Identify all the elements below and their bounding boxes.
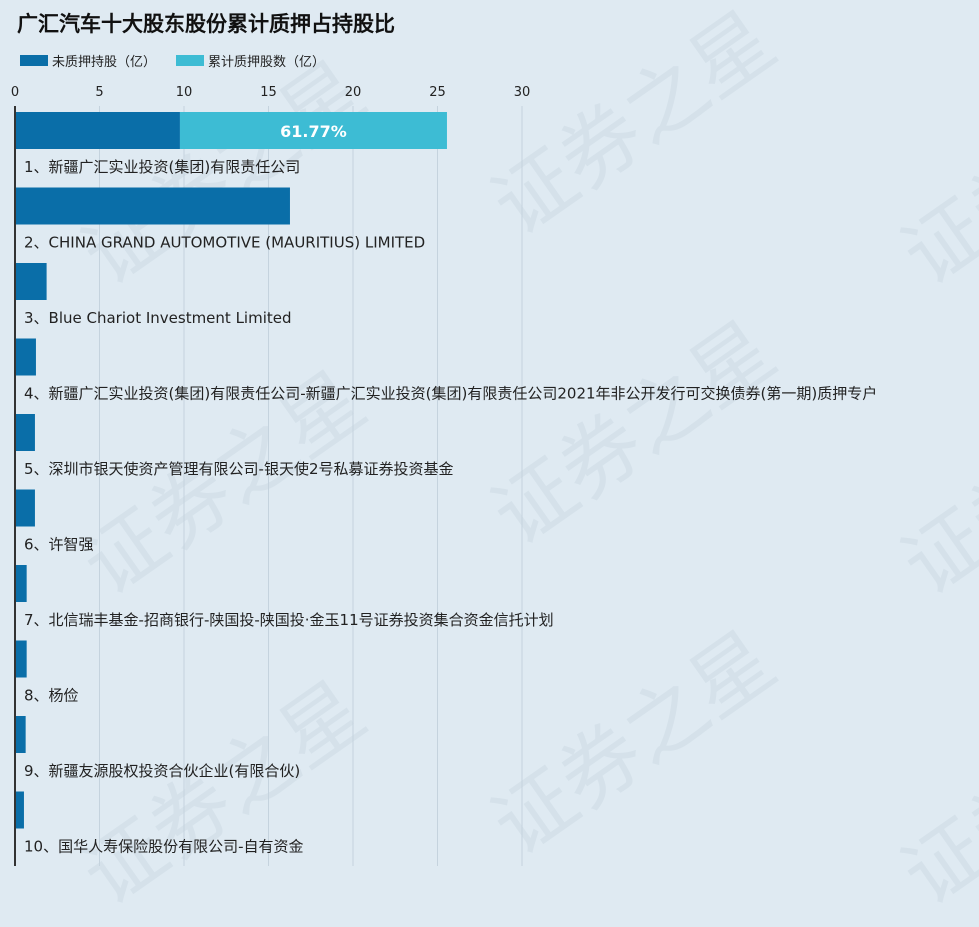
bar-unpledged <box>15 338 36 376</box>
legend-swatch-unpledged <box>20 55 48 66</box>
bar-unpledged <box>15 112 180 149</box>
chart-title: 广汇汽车十大股东股份累计质押占持股比 <box>17 12 395 36</box>
legend-item-unpledged: 未质押持股（亿） <box>20 51 156 70</box>
bar-unpledged <box>15 791 24 829</box>
bar-unpledged <box>15 187 290 225</box>
category-label: 9、新疆友源股权投资合伙企业(有限合伙) <box>24 762 300 780</box>
x-tick-label: 10 <box>176 85 193 100</box>
x-tick-label: 15 <box>260 85 277 100</box>
category-label: 3、Blue Chariot Investment Limited <box>24 309 292 327</box>
bar-chart: 0 5 10 15 20 25 30 61.77% 1、新疆广汇实业投资(集团)有限责任公司 2、… <box>11 85 877 866</box>
x-tick-label: 30 <box>514 85 531 100</box>
bar-unpledged <box>15 414 35 451</box>
x-tick-label: 20 <box>345 85 362 100</box>
category-label: 10、国华人寿保险股份有限公司-自有资金 <box>24 838 304 856</box>
legend-item-pledged: 累计质押股数（亿） <box>176 51 325 70</box>
legend-swatch-pledged <box>176 55 204 66</box>
bar-unpledged <box>15 640 27 678</box>
legend-label-pledged: 累计质押股数（亿） <box>208 55 326 70</box>
data-label: 61.77% <box>280 122 347 141</box>
bar-unpledged <box>15 489 35 527</box>
x-tick-label: 0 <box>11 85 19 100</box>
legend-label-unpledged: 未质押持股（亿） <box>52 55 157 70</box>
category-label: 6、许智强 <box>24 536 94 554</box>
category-label: 8、杨俭 <box>24 687 79 705</box>
category-label: 2、CHINA GRAND AUTOMOTIVE (MAURITIUS) LIM… <box>24 234 425 252</box>
bar-pledged <box>179 112 447 149</box>
bar-unpledged <box>15 565 27 602</box>
bar-unpledged <box>15 263 47 300</box>
x-tick-label: 5 <box>95 85 103 100</box>
x-tick-label: 25 <box>429 85 446 100</box>
category-label: 5、深圳市银天使资产管理有限公司-银天使2号私募证券投资基金 <box>24 460 454 478</box>
bar-unpledged <box>15 716 26 753</box>
category-label: 1、新疆广汇实业投资(集团)有限责任公司 <box>24 158 300 176</box>
category-label: 7、北信瑞丰基金-招商银行-陕国投-陕国投·金玉11号证券投资集合资金信托计划 <box>24 611 554 629</box>
category-label: 4、新疆广汇实业投资(集团)有限责任公司-新疆广汇实业投资(集团)有限责任公司2… <box>24 385 877 403</box>
